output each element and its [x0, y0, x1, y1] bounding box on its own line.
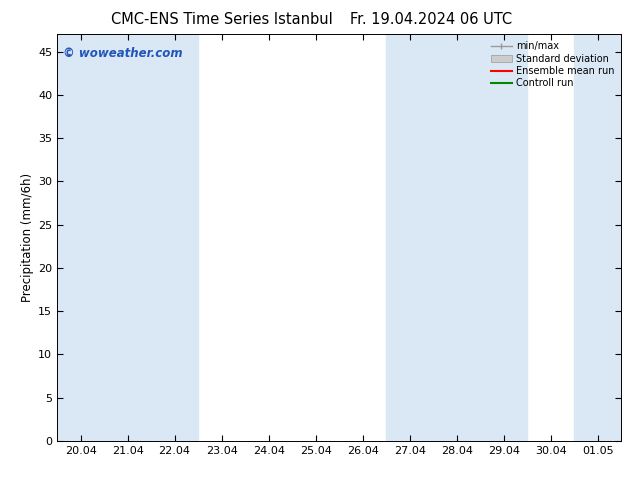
Bar — [57, 34, 198, 441]
Text: Fr. 19.04.2024 06 UTC: Fr. 19.04.2024 06 UTC — [350, 12, 512, 27]
Text: CMC-ENS Time Series Istanbul: CMC-ENS Time Series Istanbul — [111, 12, 333, 27]
Y-axis label: Precipitation (mm/6h): Precipitation (mm/6h) — [21, 173, 34, 302]
Bar — [386, 34, 527, 441]
Text: © woweather.com: © woweather.com — [63, 47, 183, 59]
Bar — [574, 34, 626, 441]
Legend: min/max, Standard deviation, Ensemble mean run, Controll run: min/max, Standard deviation, Ensemble me… — [489, 39, 616, 90]
